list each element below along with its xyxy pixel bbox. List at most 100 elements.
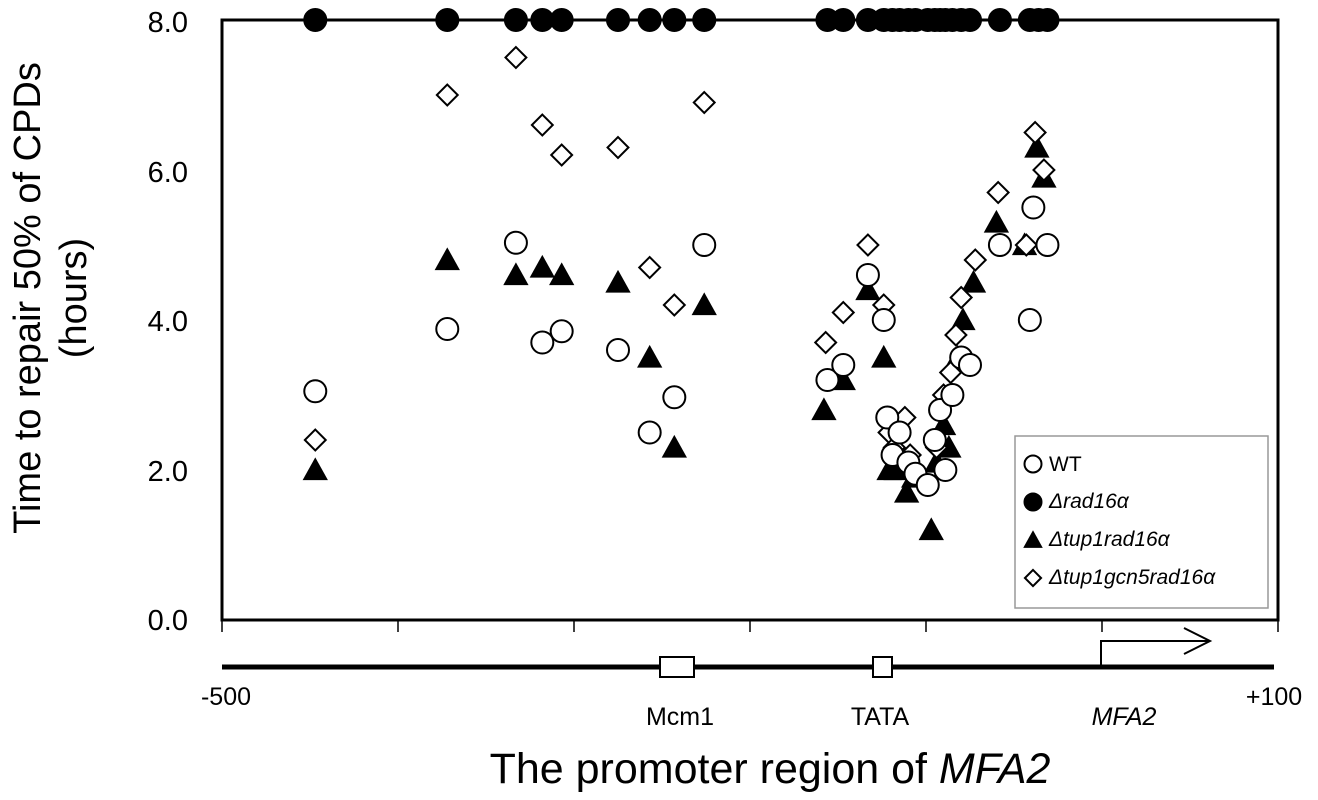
data-point-filled-triangle — [960, 269, 987, 293]
data-point-open-diamond — [504, 45, 528, 70]
data-point-open-circle — [855, 263, 880, 287]
x-tick-label-left: -500 — [201, 683, 251, 711]
data-point-filled-triangle — [871, 344, 897, 368]
data-point-open-diamond — [963, 248, 988, 272]
data-point-open-diamond — [692, 90, 717, 115]
transcription-arrow-head — [1183, 627, 1213, 655]
legend-label-tup1gcn5rad16: Δtup1gcn5rad16α — [1048, 566, 1216, 589]
data-point-open-diamond — [435, 83, 460, 107]
data-point-open-circle — [887, 420, 912, 445]
data-point-filled-triangle — [661, 434, 687, 458]
data-point-open-circle — [1017, 308, 1042, 332]
data-point-filled-circle — [503, 8, 528, 32]
data-point-filled-triangle — [529, 254, 555, 278]
data-point-open-circle — [662, 385, 687, 410]
data-point-filled-triangle — [637, 344, 663, 368]
data-point-open-diamond — [303, 428, 328, 452]
legend-swatch-filled-circle — [1023, 492, 1043, 512]
data-point-open-diamond — [1032, 158, 1056, 182]
legend-box — [1014, 435, 1269, 609]
legend-label-rad16: Δrad16α — [1048, 490, 1130, 513]
data-point-open-circle — [987, 233, 1012, 257]
legend-swatch-open-diamond — [1023, 568, 1043, 588]
data-point-open-diamond — [831, 300, 856, 325]
data-point-filled-triangle — [811, 397, 837, 421]
data-point-filled-triangle — [855, 277, 881, 301]
x-axis-title-prefix: The promoter region of — [490, 745, 939, 793]
x-axis-title-gene: MFA2 — [939, 745, 1051, 793]
tata-label: TATA — [851, 703, 910, 731]
data-point-open-circle — [549, 319, 574, 344]
legend-label-wt: WT — [1049, 453, 1082, 476]
data-point-open-circle — [958, 353, 982, 377]
data-point-open-diamond — [549, 143, 574, 167]
legend-label-tup1rad16: Δtup1rad16α — [1048, 528, 1171, 551]
x-tick-label-right: +100 — [1246, 683, 1302, 711]
x-minor-ticks — [221, 620, 1279, 632]
data-point-open-circle — [831, 353, 856, 377]
data-point-filled-triangle — [983, 209, 1010, 233]
data-point-filled-triangle — [605, 269, 631, 293]
y-tick-label: 2.0 — [148, 456, 188, 488]
data-point-open-diamond — [949, 285, 974, 310]
data-point-filled-triangle — [434, 247, 460, 271]
data-point-open-circle — [503, 230, 528, 255]
data-point-filled-circle — [831, 8, 856, 32]
series-filled-circle — [303, 8, 1060, 32]
data-point-filled-triangle — [549, 262, 575, 286]
data-point-open-circle — [1035, 233, 1060, 257]
data-point-open-circle — [871, 308, 896, 332]
data-point-open-diamond — [944, 323, 968, 347]
data-point-open-diamond — [1023, 120, 1047, 145]
data-point-open-circle — [303, 379, 328, 404]
data-point-open-circle — [692, 233, 717, 257]
promoter-diagram — [222, 627, 1274, 678]
data-point-filled-circle — [303, 8, 328, 32]
y-tick-label: 0.0 — [148, 605, 188, 637]
x-axis-title: The promoter region of MFA2 — [490, 745, 1051, 793]
y-tick-label: 8.0 — [148, 7, 188, 39]
data-point-filled-circle — [606, 8, 630, 32]
data-point-filled-circle — [987, 8, 1012, 32]
legend-swatch-filled-triangle — [1023, 530, 1043, 548]
data-point-open-circle — [933, 458, 958, 482]
data-point-open-diamond — [1014, 233, 1039, 257]
y-tick-label: 6.0 — [148, 157, 188, 189]
data-point-open-circle — [922, 428, 947, 452]
y-tick-labels: 0.0 2.0 4.0 6.0 8.0 — [148, 7, 188, 637]
mcm1-box — [659, 656, 695, 678]
data-point-filled-triangle — [503, 262, 529, 286]
data-point-filled-triangle — [302, 457, 328, 481]
transcription-start-arrow — [1100, 640, 1208, 667]
data-point-open-diamond — [637, 255, 662, 280]
data-point-open-diamond — [813, 330, 838, 355]
data-point-filled-circle — [662, 8, 687, 32]
series-open-circle — [303, 195, 1060, 497]
data-point-open-circle — [815, 368, 840, 392]
data-point-open-diamond — [606, 135, 630, 160]
data-point-open-circle — [915, 473, 940, 497]
data-point-open-circle — [606, 338, 630, 362]
y-axis-title-line-1: Time to repair 50% of CPDs — [7, 62, 49, 534]
data-point-filled-triangle — [691, 292, 717, 316]
data-point-filled-circle — [1035, 8, 1060, 32]
gene-label: MFA2 — [1092, 703, 1157, 731]
data-point-open-circle — [530, 330, 555, 355]
data-point-open-circle — [1021, 195, 1046, 220]
data-point-filled-circle — [637, 8, 662, 32]
data-point-filled-triangle — [1024, 134, 1050, 158]
data-point-filled-circle — [958, 8, 982, 32]
data-point-open-diamond — [662, 293, 687, 317]
tata-box — [872, 656, 893, 678]
data-point-filled-triangle — [883, 457, 909, 481]
data-point-open-diamond — [986, 180, 1011, 205]
legend: WT Δrad16α Δtup1rad16α Δtup1gcn5rad16α — [1014, 435, 1269, 609]
mcm1-label: Mcm1 — [646, 703, 714, 731]
y-tick-label: 4.0 — [148, 306, 188, 338]
data-point-open-circle — [637, 420, 662, 445]
data-point-open-diamond — [530, 113, 555, 137]
data-point-open-circle — [940, 383, 965, 407]
data-point-filled-circle — [549, 8, 574, 32]
data-point-open-diamond — [856, 233, 880, 257]
